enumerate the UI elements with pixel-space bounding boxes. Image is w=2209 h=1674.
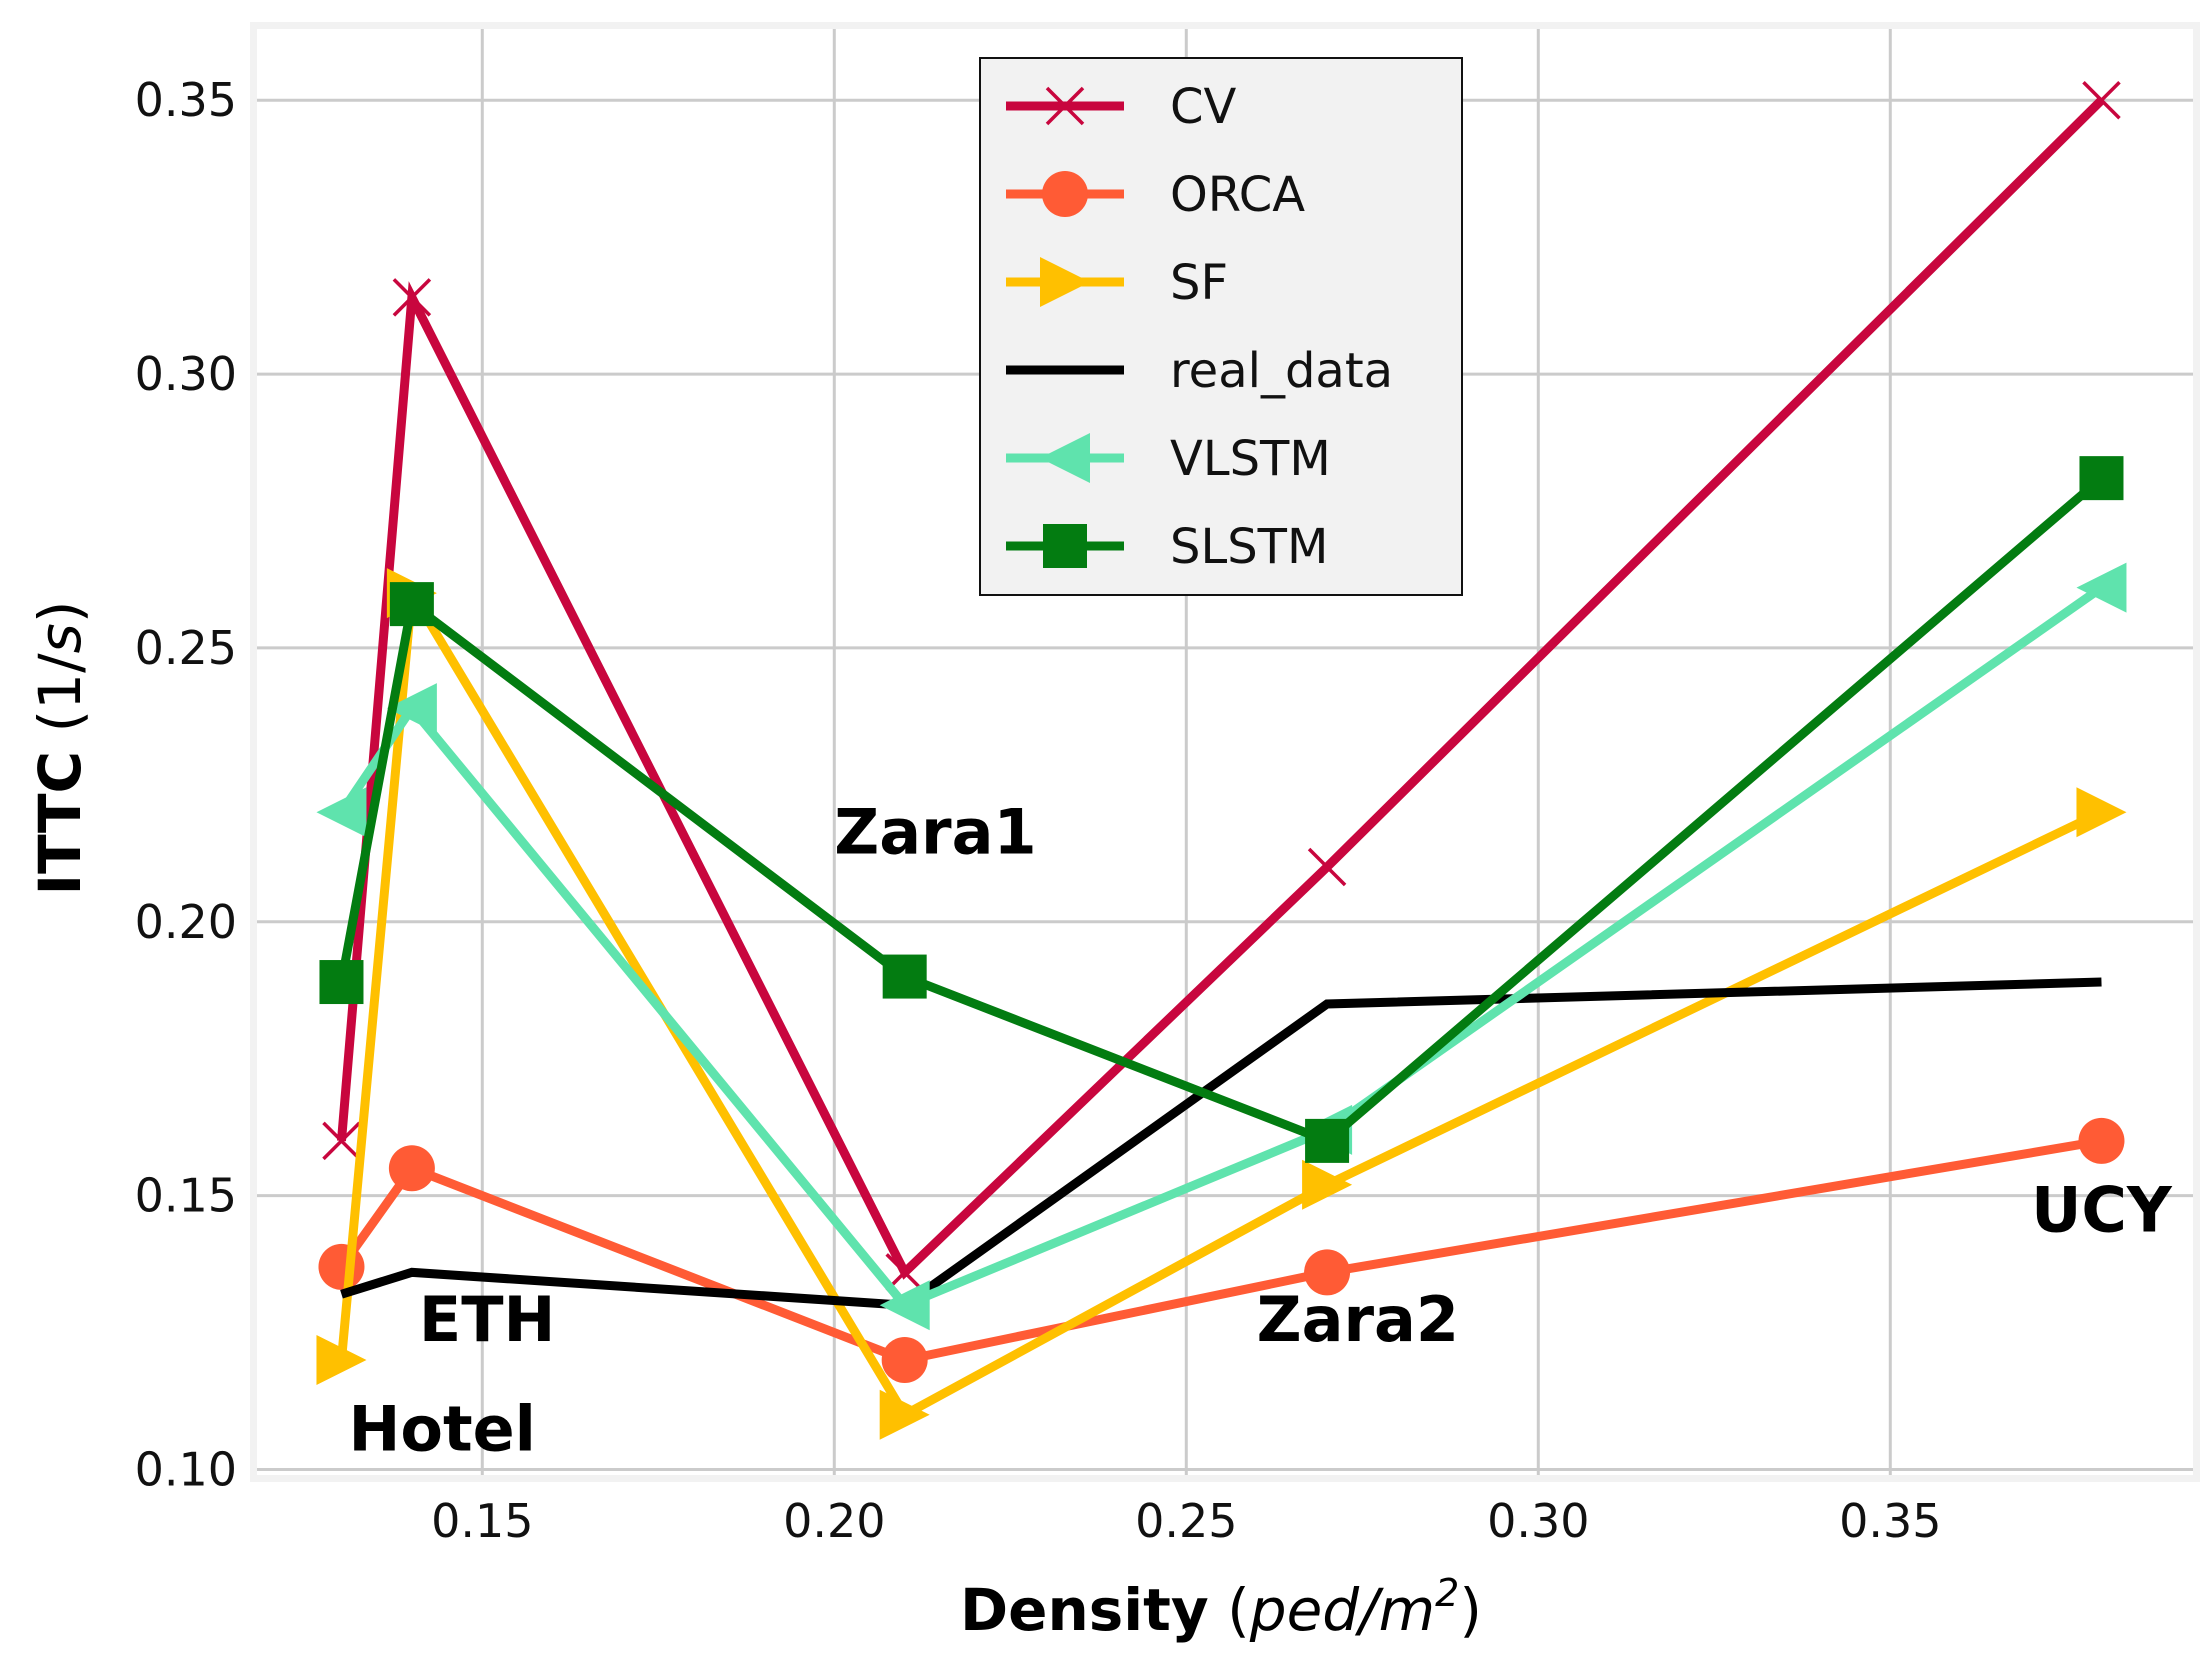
y-tick-label: 0.10 [135,1443,237,1497]
point-slstm-2 [882,954,927,999]
point-vlstm-1 [386,683,437,734]
point-orca-3 [1304,1249,1351,1296]
x-axis-title: Density (ped/m2) [960,1571,1482,1644]
y-axis-title-main: ITTC [26,751,94,896]
y-axis-title: ITTC (1/s) [26,601,94,896]
legend-marker-sf [1040,257,1090,307]
point-cv-0-stroke-b [322,1121,361,1161]
point-cv-4-stroke-b [2082,80,2121,120]
y-axis-ticks: 0.10 0.15 0.20 0.25 0.30 0.35 [135,73,237,1496]
point-cv-3 [1307,847,1347,887]
dataset-annotations: Hotel ETH Zara1 Zara2 UCY [349,795,2173,1465]
point-cv-1 [392,278,432,317]
point-cv-4 [2082,80,2121,120]
legend-item-cv: CV [1006,79,1237,135]
legend-label-slstm: SLSTM [1170,519,1328,575]
y-axis-title-unit: s [26,623,94,653]
legend-box [979,57,1463,596]
point-orca-2 [881,1336,928,1383]
y-axis-title-open: (1/ [26,653,94,733]
point-cv-3-stroke-b [1307,847,1347,887]
y-tick-label: 0.25 [135,621,237,675]
legend-marker-slstm [1043,524,1087,568]
point-vlstm-2 [879,1280,930,1331]
point-slstm-1 [389,582,434,627]
point-sf-4 [2076,787,2127,838]
legend-label-orca: ORCA [1170,167,1305,223]
point-slstm-4 [2079,456,2124,501]
x-axis-title-open: ( [1227,1576,1250,1644]
y-tick-label: 0.15 [135,1169,237,1223]
y-tick-label: 0.30 [135,347,237,401]
point-sf-0 [316,1334,367,1385]
legend-item-orca: ORCA [1006,167,1305,223]
point-sf-3 [1302,1159,1353,1210]
point-sf-2 [879,1389,930,1440]
legend-marker-cv-stroke-b [1045,86,1085,126]
legend-item-vlstm: VLSTM [1006,431,1331,487]
point-cv-1-stroke-b [392,278,432,317]
x-axis-title-unit: ped/m [1249,1576,1435,1644]
annotation-ucy: UCY [2031,1173,2173,1246]
point-vlstm-4 [2076,562,2127,613]
x-tick-label: 0.35 [1839,1494,1941,1548]
y-axis-title-close: ) [26,601,94,624]
legend-label-real-data: real_data [1170,343,1393,399]
legend-label-vlstm: VLSTM [1170,431,1331,487]
series-layer [316,80,2127,1440]
x-tick-label: 0.15 [431,1494,533,1548]
legend-item-sf: SF [1006,255,1228,311]
point-slstm-3 [1305,1118,1350,1163]
legend-label-sf: SF [1170,255,1228,311]
legend-label-cv: CV [1170,79,1237,135]
point-orca-1 [388,1145,435,1192]
legend-marker-vlstm [1040,433,1090,483]
point-orca-4 [2078,1117,2125,1164]
x-tick-label: 0.30 [1487,1494,1589,1548]
point-slstm-0 [319,960,364,1005]
legend-item-slstm: SLSTM [1006,519,1328,575]
legend-marker-orca [1042,171,1088,217]
x-tick-label: 0.25 [1135,1494,1237,1548]
point-orca-0 [318,1243,365,1290]
series-slstm [319,456,2124,1163]
annotation-hotel: Hotel [349,1392,536,1465]
x-axis-ticks: 0.15 0.20 0.25 0.30 0.35 [431,1494,1941,1548]
annotation-zara2: Zara2 [1257,1283,1459,1356]
legend-item-real-data: real_data [1006,343,1393,399]
x-axis-title-main: Density [960,1576,1209,1644]
point-vlstm-0 [316,787,367,838]
series-sf [316,568,2127,1440]
x-tick-label: 0.20 [783,1494,885,1548]
x-axis-title-sup: 2 [1435,1571,1459,1615]
point-cv-0 [322,1121,361,1161]
annotation-zara1: Zara1 [834,795,1036,868]
legend: CV ORCA SF real_data VLSTM SLSTM [979,57,1463,596]
legend-marker-cv [1045,86,1085,126]
annotation-eth: ETH [419,1283,556,1356]
x-axis-title-close: ) [1459,1576,1482,1644]
y-tick-label: 0.20 [135,895,237,949]
y-tick-label: 0.35 [135,73,237,127]
